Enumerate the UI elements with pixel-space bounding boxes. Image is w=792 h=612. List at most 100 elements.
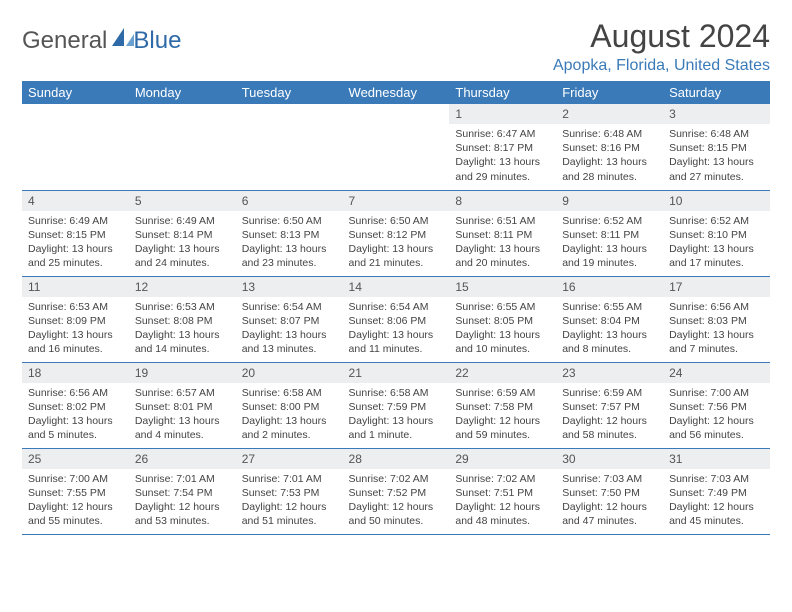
day-details: Sunrise: 7:01 AMSunset: 7:53 PMDaylight:… xyxy=(236,469,343,533)
day-details: Sunrise: 7:02 AMSunset: 7:51 PMDaylight:… xyxy=(449,469,556,533)
calendar-week-row: 4Sunrise: 6:49 AMSunset: 8:15 PMDaylight… xyxy=(22,190,770,276)
calendar-day-cell: 7Sunrise: 6:50 AMSunset: 8:12 PMDaylight… xyxy=(343,190,450,276)
day-details: Sunrise: 6:52 AMSunset: 8:10 PMDaylight:… xyxy=(663,211,770,275)
day-number: 25 xyxy=(22,449,129,469)
day-details: Sunrise: 7:02 AMSunset: 7:52 PMDaylight:… xyxy=(343,469,450,533)
calendar-empty-cell xyxy=(343,104,450,190)
calendar-day-cell: 1Sunrise: 6:47 AMSunset: 8:17 PMDaylight… xyxy=(449,104,556,190)
calendar-empty-cell xyxy=(236,104,343,190)
day-number: 21 xyxy=(343,363,450,383)
calendar-day-cell: 14Sunrise: 6:54 AMSunset: 8:06 PMDayligh… xyxy=(343,276,450,362)
day-details: Sunrise: 6:58 AMSunset: 7:59 PMDaylight:… xyxy=(343,383,450,447)
calendar-day-cell: 26Sunrise: 7:01 AMSunset: 7:54 PMDayligh… xyxy=(129,448,236,534)
calendar-week-row: 18Sunrise: 6:56 AMSunset: 8:02 PMDayligh… xyxy=(22,362,770,448)
day-details: Sunrise: 6:59 AMSunset: 7:57 PMDaylight:… xyxy=(556,383,663,447)
weekday-header: Thursday xyxy=(449,81,556,104)
calendar-day-cell: 6Sunrise: 6:50 AMSunset: 8:13 PMDaylight… xyxy=(236,190,343,276)
calendar-day-cell: 22Sunrise: 6:59 AMSunset: 7:58 PMDayligh… xyxy=(449,362,556,448)
calendar-day-cell: 13Sunrise: 6:54 AMSunset: 8:07 PMDayligh… xyxy=(236,276,343,362)
calendar-day-cell: 21Sunrise: 6:58 AMSunset: 7:59 PMDayligh… xyxy=(343,362,450,448)
calendar-day-cell: 20Sunrise: 6:58 AMSunset: 8:00 PMDayligh… xyxy=(236,362,343,448)
weekday-header-row: SundayMondayTuesdayWednesdayThursdayFrid… xyxy=(22,81,770,104)
calendar-day-cell: 8Sunrise: 6:51 AMSunset: 8:11 PMDaylight… xyxy=(449,190,556,276)
calendar-day-cell: 27Sunrise: 7:01 AMSunset: 7:53 PMDayligh… xyxy=(236,448,343,534)
calendar-day-cell: 2Sunrise: 6:48 AMSunset: 8:16 PMDaylight… xyxy=(556,104,663,190)
calendar-day-cell: 5Sunrise: 6:49 AMSunset: 8:14 PMDaylight… xyxy=(129,190,236,276)
calendar-day-cell: 16Sunrise: 6:55 AMSunset: 8:04 PMDayligh… xyxy=(556,276,663,362)
calendar-day-cell: 18Sunrise: 6:56 AMSunset: 8:02 PMDayligh… xyxy=(22,362,129,448)
day-number: 27 xyxy=(236,449,343,469)
day-number: 24 xyxy=(663,363,770,383)
day-number: 1 xyxy=(449,104,556,124)
day-details: Sunrise: 7:03 AMSunset: 7:50 PMDaylight:… xyxy=(556,469,663,533)
day-details: Sunrise: 6:48 AMSunset: 8:15 PMDaylight:… xyxy=(663,124,770,188)
calendar-day-cell: 17Sunrise: 6:56 AMSunset: 8:03 PMDayligh… xyxy=(663,276,770,362)
day-details: Sunrise: 7:01 AMSunset: 7:54 PMDaylight:… xyxy=(129,469,236,533)
day-number: 8 xyxy=(449,191,556,211)
day-number: 19 xyxy=(129,363,236,383)
day-details: Sunrise: 6:50 AMSunset: 8:12 PMDaylight:… xyxy=(343,211,450,275)
day-number: 12 xyxy=(129,277,236,297)
day-number: 30 xyxy=(556,449,663,469)
calendar-week-row: 11Sunrise: 6:53 AMSunset: 8:09 PMDayligh… xyxy=(22,276,770,362)
day-details: Sunrise: 6:54 AMSunset: 8:06 PMDaylight:… xyxy=(343,297,450,361)
day-number: 26 xyxy=(129,449,236,469)
day-number: 15 xyxy=(449,277,556,297)
day-details: Sunrise: 6:59 AMSunset: 7:58 PMDaylight:… xyxy=(449,383,556,447)
day-details: Sunrise: 7:00 AMSunset: 7:55 PMDaylight:… xyxy=(22,469,129,533)
day-details: Sunrise: 6:50 AMSunset: 8:13 PMDaylight:… xyxy=(236,211,343,275)
day-number: 23 xyxy=(556,363,663,383)
calendar-day-cell: 10Sunrise: 6:52 AMSunset: 8:10 PMDayligh… xyxy=(663,190,770,276)
calendar-day-cell: 11Sunrise: 6:53 AMSunset: 8:09 PMDayligh… xyxy=(22,276,129,362)
calendar-empty-cell xyxy=(22,104,129,190)
day-number: 14 xyxy=(343,277,450,297)
day-number: 22 xyxy=(449,363,556,383)
day-details: Sunrise: 6:47 AMSunset: 8:17 PMDaylight:… xyxy=(449,124,556,188)
calendar-day-cell: 12Sunrise: 6:53 AMSunset: 8:08 PMDayligh… xyxy=(129,276,236,362)
day-details: Sunrise: 6:54 AMSunset: 8:07 PMDaylight:… xyxy=(236,297,343,361)
day-details: Sunrise: 6:52 AMSunset: 8:11 PMDaylight:… xyxy=(556,211,663,275)
logo-text-2: Blue xyxy=(133,27,181,55)
calendar-day-cell: 25Sunrise: 7:00 AMSunset: 7:55 PMDayligh… xyxy=(22,448,129,534)
day-number: 17 xyxy=(663,277,770,297)
calendar-day-cell: 3Sunrise: 6:48 AMSunset: 8:15 PMDaylight… xyxy=(663,104,770,190)
weekday-header: Sunday xyxy=(22,81,129,104)
calendar-empty-cell xyxy=(129,104,236,190)
title-block: August 2024 Apopka, Florida, United Stat… xyxy=(553,18,770,75)
day-details: Sunrise: 6:51 AMSunset: 8:11 PMDaylight:… xyxy=(449,211,556,275)
calendar-body: 1Sunrise: 6:47 AMSunset: 8:17 PMDaylight… xyxy=(22,104,770,534)
calendar-table: SundayMondayTuesdayWednesdayThursdayFrid… xyxy=(22,81,770,535)
day-details: Sunrise: 7:03 AMSunset: 7:49 PMDaylight:… xyxy=(663,469,770,533)
logo: General Blue xyxy=(22,18,181,55)
day-number: 2 xyxy=(556,104,663,124)
day-details: Sunrise: 6:55 AMSunset: 8:04 PMDaylight:… xyxy=(556,297,663,361)
day-details: Sunrise: 6:48 AMSunset: 8:16 PMDaylight:… xyxy=(556,124,663,188)
calendar-day-cell: 31Sunrise: 7:03 AMSunset: 7:49 PMDayligh… xyxy=(663,448,770,534)
calendar-day-cell: 29Sunrise: 7:02 AMSunset: 7:51 PMDayligh… xyxy=(449,448,556,534)
logo-text-1: General xyxy=(22,27,107,55)
calendar-week-row: 25Sunrise: 7:00 AMSunset: 7:55 PMDayligh… xyxy=(22,448,770,534)
calendar-day-cell: 23Sunrise: 6:59 AMSunset: 7:57 PMDayligh… xyxy=(556,362,663,448)
day-number: 31 xyxy=(663,449,770,469)
calendar-day-cell: 4Sunrise: 6:49 AMSunset: 8:15 PMDaylight… xyxy=(22,190,129,276)
day-details: Sunrise: 6:49 AMSunset: 8:14 PMDaylight:… xyxy=(129,211,236,275)
day-number: 29 xyxy=(449,449,556,469)
day-details: Sunrise: 6:53 AMSunset: 8:09 PMDaylight:… xyxy=(22,297,129,361)
day-number: 28 xyxy=(343,449,450,469)
day-number: 4 xyxy=(22,191,129,211)
month-title: August 2024 xyxy=(553,18,770,55)
day-number: 9 xyxy=(556,191,663,211)
calendar-day-cell: 9Sunrise: 6:52 AMSunset: 8:11 PMDaylight… xyxy=(556,190,663,276)
header: General Blue August 2024 Apopka, Florida… xyxy=(22,18,770,75)
weekday-header: Tuesday xyxy=(236,81,343,104)
day-details: Sunrise: 6:55 AMSunset: 8:05 PMDaylight:… xyxy=(449,297,556,361)
day-number: 6 xyxy=(236,191,343,211)
day-number: 10 xyxy=(663,191,770,211)
day-number: 16 xyxy=(556,277,663,297)
weekday-header: Friday xyxy=(556,81,663,104)
day-details: Sunrise: 6:56 AMSunset: 8:02 PMDaylight:… xyxy=(22,383,129,447)
day-number: 18 xyxy=(22,363,129,383)
day-number: 5 xyxy=(129,191,236,211)
day-number: 3 xyxy=(663,104,770,124)
location-subtitle: Apopka, Florida, United States xyxy=(553,57,770,75)
